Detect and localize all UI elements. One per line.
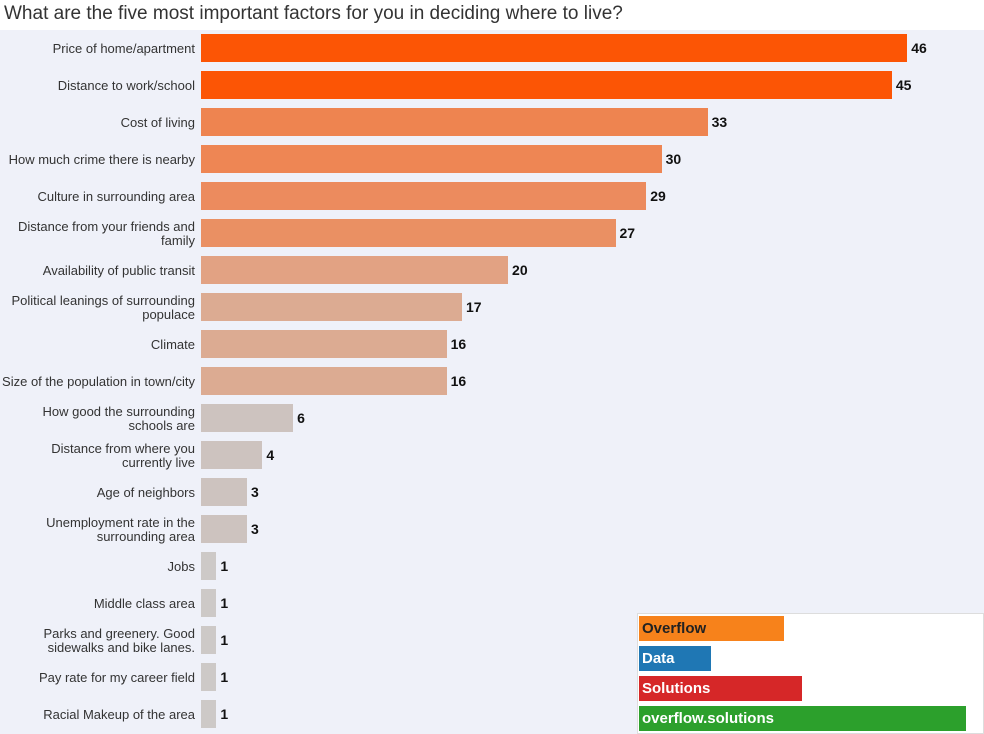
y-tick-label: Middle class area bbox=[93, 595, 195, 611]
y-tick-label: Pay rate for my career field bbox=[38, 669, 195, 685]
bar bbox=[201, 145, 662, 173]
bar bbox=[201, 478, 248, 506]
bar bbox=[201, 552, 217, 580]
y-tick-label: Culture in surrounding area bbox=[37, 188, 195, 204]
data-label: 29 bbox=[650, 188, 666, 204]
data-label: 17 bbox=[466, 299, 482, 315]
y-tick-label: Age of neighbors bbox=[96, 484, 195, 500]
y-tick-label: Racial Makeup of the area bbox=[43, 706, 195, 722]
data-label: 1 bbox=[220, 595, 229, 611]
y-tick-label: How much crime there is nearby bbox=[8, 151, 195, 167]
data-label: 27 bbox=[619, 225, 636, 241]
y-tick-label: Cost of living bbox=[120, 114, 195, 130]
data-label: 16 bbox=[450, 336, 467, 352]
bar bbox=[201, 626, 217, 654]
bar bbox=[201, 219, 616, 247]
data-label: 1 bbox=[220, 558, 229, 574]
data-label: 1 bbox=[220, 706, 229, 722]
bar bbox=[201, 441, 263, 469]
data-label: 3 bbox=[251, 484, 259, 500]
bar bbox=[201, 367, 447, 395]
y-tick-label: Size of the population in town/city bbox=[2, 373, 195, 389]
watermark-item: Data bbox=[639, 646, 711, 671]
y-tick-label: Distance from your friends and family bbox=[17, 218, 195, 248]
y-tick-label: Parks and greenery. Good sidewalks and b… bbox=[43, 625, 195, 655]
data-label: 20 bbox=[512, 262, 528, 278]
y-tick-label: Distance to work/school bbox=[57, 77, 195, 93]
watermark-item: Solutions bbox=[639, 676, 802, 701]
bar bbox=[201, 182, 647, 210]
bar bbox=[201, 404, 294, 432]
data-label: 1 bbox=[220, 669, 229, 685]
bar bbox=[201, 293, 462, 321]
data-label: 30 bbox=[665, 151, 682, 167]
plot-area: Price of home/apartment 46 Distance to wor… bbox=[0, 30, 984, 734]
bar bbox=[201, 330, 447, 358]
y-tick-label: Unemployment rate in the surrounding are… bbox=[46, 514, 195, 544]
y-tick-label: How good the surrounding schools are bbox=[42, 403, 196, 433]
y-tick-label: Availability of public transit bbox=[42, 262, 195, 278]
y-tick-label: Political leanings of surrounding popula… bbox=[11, 292, 195, 322]
data-label: 33 bbox=[711, 114, 728, 130]
bar bbox=[201, 700, 217, 728]
watermark: Overflow Data Solutions overflow.solutions bbox=[637, 613, 984, 734]
y-tick-label: Price of home/apartment bbox=[52, 40, 195, 56]
watermark-item: overflow.solutions bbox=[639, 706, 966, 731]
y-tick-label: Jobs bbox=[167, 558, 195, 574]
data-label: 3 bbox=[251, 521, 259, 537]
data-label: 1 bbox=[220, 632, 229, 648]
bar bbox=[201, 34, 908, 62]
bar bbox=[201, 71, 892, 99]
bar bbox=[201, 589, 217, 617]
data-label: 45 bbox=[895, 77, 912, 93]
chart-title: What are the five most important factors… bbox=[4, 3, 623, 24]
bar bbox=[201, 108, 708, 136]
data-label: 46 bbox=[911, 40, 927, 56]
watermark-item: Overflow bbox=[639, 616, 784, 641]
bar bbox=[201, 256, 509, 284]
bar bbox=[201, 515, 248, 543]
y-tick-label: Distance from where you currently live bbox=[51, 440, 195, 470]
data-label: 16 bbox=[450, 373, 467, 389]
bar bbox=[201, 663, 217, 691]
y-tick-label: Climate bbox=[150, 336, 195, 352]
data-label: 4 bbox=[266, 447, 275, 463]
data-label: 6 bbox=[297, 410, 305, 426]
